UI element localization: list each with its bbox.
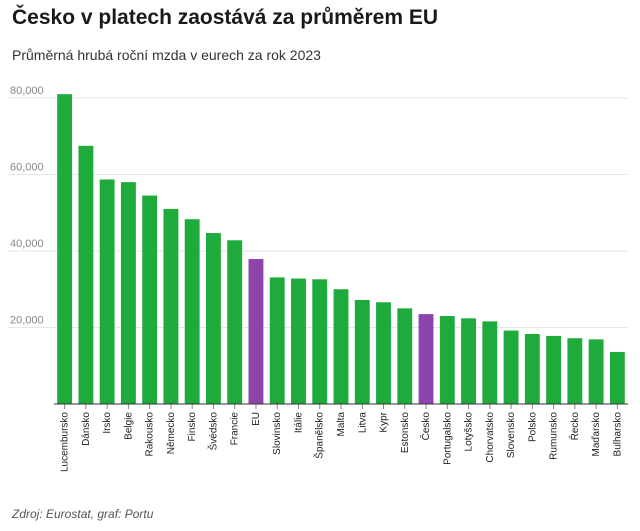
category-label: Lotyšsko <box>464 412 475 452</box>
bar <box>461 318 476 404</box>
bar <box>333 289 349 404</box>
bar <box>78 145 94 404</box>
bar <box>376 302 391 404</box>
bar <box>57 94 73 405</box>
category-label: Bulharsko <box>612 412 623 457</box>
bar <box>524 334 540 404</box>
bar <box>397 308 413 404</box>
bar <box>248 259 264 404</box>
bar <box>312 279 328 404</box>
bar <box>354 299 370 404</box>
category-label: Česko <box>419 412 432 441</box>
category-label: Španělsko <box>313 412 326 459</box>
y-tick-label: 60,000 <box>10 162 44 174</box>
category-label: Finsko <box>187 412 198 442</box>
bar-chart: 20,000 40,000 60,000 80,000 Lucembursko Dánsk… <box>8 85 628 472</box>
category-label: Slovensko <box>506 412 517 459</box>
category-label: EU <box>251 412 262 426</box>
bar <box>142 195 158 404</box>
category-label: Lucembursko <box>60 412 71 472</box>
bar <box>546 335 562 404</box>
bar <box>206 233 221 404</box>
category-label: Švédsko <box>206 412 219 451</box>
y-tick-label: 20,000 <box>10 315 44 327</box>
bar <box>567 338 583 404</box>
category-label: Maďarsko <box>591 412 602 457</box>
bar <box>163 208 179 404</box>
category-label: Estonsko <box>400 412 411 454</box>
category-label: Řecko <box>568 412 581 441</box>
bar <box>120 182 136 404</box>
category-label: Slovinsko <box>272 412 283 455</box>
category-label: Francie <box>230 412 241 446</box>
bar <box>439 316 455 404</box>
y-tick-label: 80,000 <box>10 85 44 97</box>
category-label: Rumunsko <box>549 412 560 460</box>
category-label: Polsko <box>527 412 538 442</box>
bar <box>184 219 200 404</box>
chart-title: Česko v platech zaostává za průměrem EU <box>12 6 439 29</box>
bar <box>588 339 604 404</box>
category-label: Malta <box>336 412 347 437</box>
category-label: Irsko <box>102 412 113 434</box>
bar <box>482 321 498 404</box>
category-label: Kypr <box>379 411 390 432</box>
category-label: Itálie <box>293 412 304 434</box>
bar <box>291 278 306 404</box>
bar <box>418 314 434 404</box>
bar <box>609 351 625 404</box>
category-label: Rakousko <box>145 412 156 457</box>
y-tick-label: 40,000 <box>10 238 44 250</box>
bar <box>503 330 519 404</box>
category-label: Chorvatsko <box>485 412 496 463</box>
category-label: Litva <box>357 412 368 434</box>
bar <box>227 240 243 404</box>
bar <box>99 179 115 404</box>
category-label: Portugalsko <box>442 412 453 465</box>
chart-subtitle: Průměrná hrubá roční mzda v eurech za ro… <box>12 47 321 63</box>
source-note: Zdroj: Eurostat, graf: Portu <box>12 507 154 521</box>
bar <box>269 277 285 404</box>
category-label: Dánsko <box>81 412 92 446</box>
category-label: Belgie <box>123 412 134 440</box>
category-label: Německo <box>166 412 177 455</box>
